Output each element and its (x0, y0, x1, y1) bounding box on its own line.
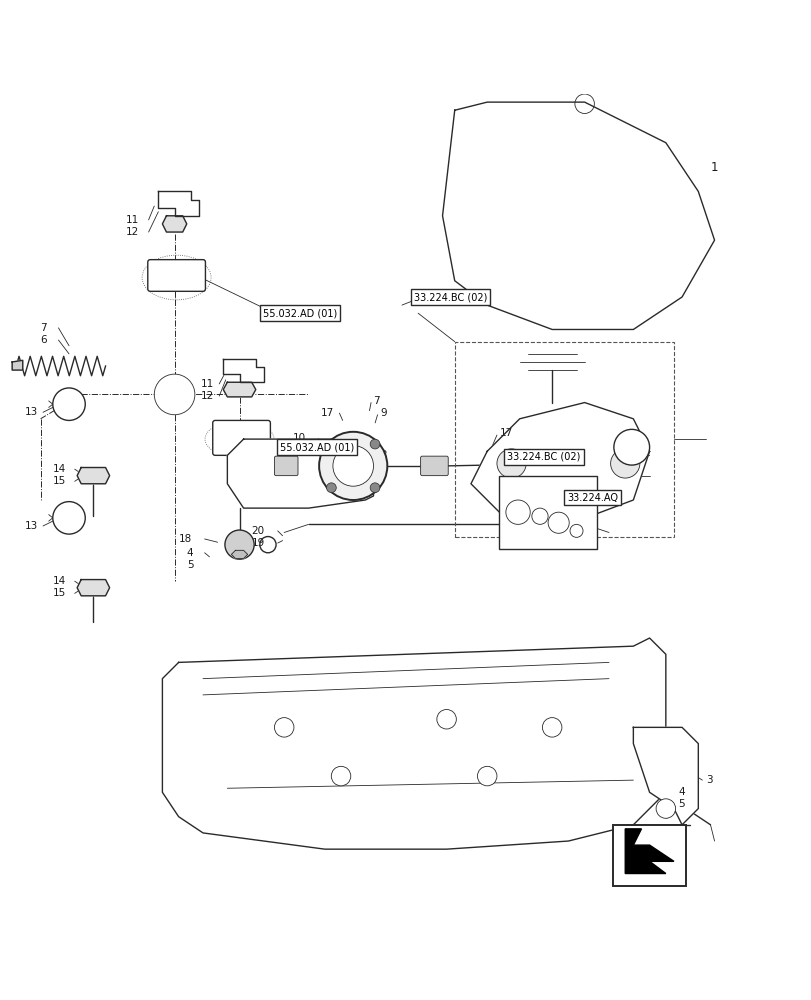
Circle shape (542, 718, 561, 737)
Circle shape (331, 766, 350, 786)
Text: 17: 17 (499, 428, 512, 438)
Text: 33.224.BC (02): 33.224.BC (02) (507, 452, 580, 462)
Polygon shape (223, 382, 255, 397)
Text: 55.032.AD (01): 55.032.AD (01) (263, 308, 337, 318)
Text: 15: 15 (53, 588, 66, 598)
Text: 4: 4 (187, 548, 193, 558)
Text: 55.032.AD (01): 55.032.AD (01) (279, 442, 354, 452)
Circle shape (613, 429, 649, 465)
Polygon shape (442, 102, 714, 329)
Text: 13: 13 (24, 407, 37, 417)
Polygon shape (162, 638, 665, 849)
Circle shape (319, 432, 387, 500)
Text: 17: 17 (320, 408, 333, 418)
Text: 9: 9 (380, 408, 386, 418)
FancyBboxPatch shape (420, 456, 448, 476)
Circle shape (477, 766, 496, 786)
Circle shape (655, 799, 675, 818)
Text: 11: 11 (126, 215, 139, 225)
FancyBboxPatch shape (274, 456, 298, 476)
Text: 4: 4 (677, 787, 684, 797)
Circle shape (326, 483, 336, 493)
Text: 5: 5 (677, 799, 684, 809)
Text: 14: 14 (53, 576, 66, 586)
Circle shape (225, 530, 254, 559)
Text: 11: 11 (200, 379, 213, 389)
Polygon shape (158, 191, 199, 216)
Polygon shape (223, 359, 264, 382)
Circle shape (333, 446, 373, 486)
Circle shape (436, 709, 456, 729)
Text: 33.224.AQ: 33.224.AQ (567, 493, 617, 503)
Polygon shape (470, 403, 649, 524)
Text: 2: 2 (380, 450, 386, 460)
Text: 1: 1 (710, 161, 717, 174)
Text: 18: 18 (178, 534, 191, 544)
Text: 12: 12 (126, 227, 139, 237)
Circle shape (274, 718, 294, 737)
Circle shape (610, 449, 639, 478)
Polygon shape (162, 216, 187, 232)
Text: 15: 15 (53, 476, 66, 486)
Polygon shape (231, 550, 247, 558)
Circle shape (326, 439, 336, 449)
FancyBboxPatch shape (212, 420, 270, 455)
Circle shape (370, 483, 380, 493)
Circle shape (53, 388, 85, 420)
Text: 5: 5 (187, 560, 193, 570)
Polygon shape (227, 439, 373, 508)
Text: 8: 8 (627, 430, 633, 440)
Polygon shape (624, 829, 673, 874)
Circle shape (154, 374, 195, 415)
Text: 19: 19 (251, 538, 264, 548)
Polygon shape (12, 360, 23, 370)
FancyBboxPatch shape (499, 476, 596, 549)
Polygon shape (77, 580, 109, 596)
Text: 33.224.BC (02): 33.224.BC (02) (414, 292, 487, 302)
Text: 21: 21 (556, 513, 569, 523)
Text: 7: 7 (41, 323, 47, 333)
Text: 7: 7 (373, 396, 380, 406)
Text: 20: 20 (251, 526, 264, 536)
Circle shape (370, 439, 380, 449)
Circle shape (53, 502, 85, 534)
Text: 6: 6 (41, 335, 47, 345)
Text: 12: 12 (200, 391, 213, 401)
FancyBboxPatch shape (612, 825, 685, 886)
Circle shape (496, 449, 526, 478)
Polygon shape (77, 468, 109, 484)
Polygon shape (633, 727, 697, 825)
Text: 3: 3 (706, 775, 712, 785)
FancyBboxPatch shape (148, 260, 205, 291)
Text: 13: 13 (24, 521, 37, 531)
Text: 14: 14 (53, 464, 66, 474)
Text: 10: 10 (292, 433, 305, 443)
Text: 16: 16 (292, 445, 305, 455)
